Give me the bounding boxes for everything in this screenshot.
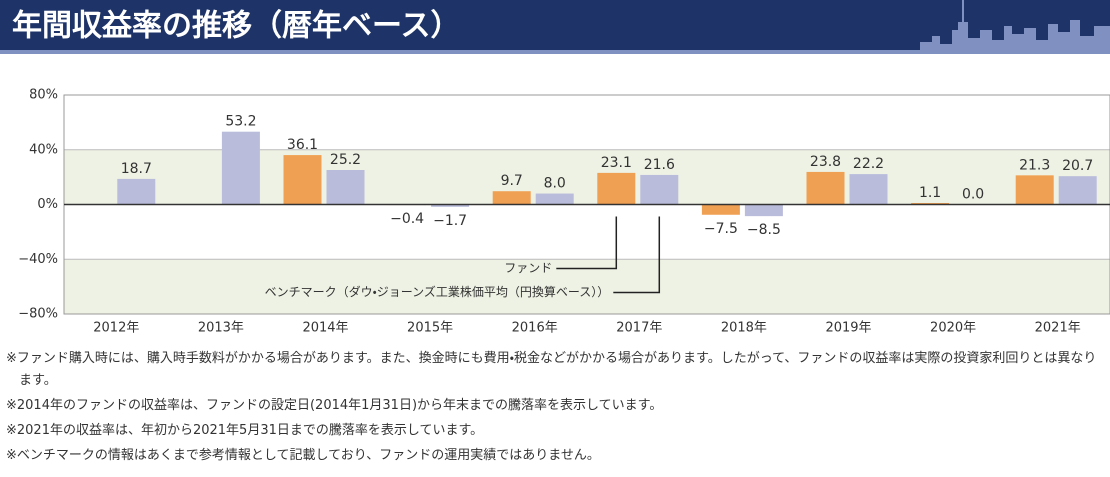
- value-label: −7.5: [704, 221, 738, 237]
- value-label: 22.2: [853, 156, 884, 172]
- value-label: 8.0: [544, 176, 566, 192]
- value-label: 21.3: [1019, 157, 1050, 173]
- value-label: 20.7: [1062, 158, 1093, 174]
- title-banner: 年間収益率の推移（暦年ベース）: [0, 0, 1110, 62]
- bar: [1016, 175, 1054, 204]
- x-tick-label: 2015年: [407, 321, 453, 336]
- x-tick-label: 2013年: [198, 321, 244, 336]
- x-tick-label: 2019年: [825, 321, 871, 336]
- value-label: 25.2: [330, 152, 361, 168]
- band-shade: [64, 150, 1110, 205]
- bar: [745, 205, 783, 217]
- body: 年間収益率の推移（暦年ベース） 80% 40% 0% −40% −80% 2012年 18.…: [0, 0, 1110, 477]
- bar: [117, 179, 155, 205]
- x-tick-label: 2017年: [616, 321, 662, 336]
- x-tick-label: 2016年: [512, 321, 558, 336]
- y-tick-label: 0%: [37, 197, 58, 212]
- value-label: −1.7: [433, 213, 467, 229]
- footnote: ※2014年のファンドの収益率は、ファンドの設定日(2014年1月31日)から年…: [6, 395, 1106, 417]
- bar: [1059, 176, 1097, 204]
- bar: [640, 175, 678, 205]
- chart-title: 年間収益率の推移（暦年ベース）: [12, 9, 461, 44]
- x-tick-label: 2014年: [302, 321, 348, 336]
- y-tick-label: 40%: [29, 142, 58, 157]
- bar: [702, 205, 740, 215]
- x-tick-label: 2018年: [721, 321, 767, 336]
- value-label: −8.5: [747, 222, 781, 238]
- bar: [327, 170, 365, 204]
- value-label: 1.1: [919, 185, 941, 201]
- bar: [493, 191, 531, 204]
- bar: [597, 173, 635, 205]
- y-tick-label: −40%: [18, 252, 58, 267]
- bar: [850, 174, 888, 204]
- value-label: 9.7: [501, 173, 523, 189]
- value-label: 0.0: [962, 187, 984, 203]
- legend-label: ファンド: [504, 261, 552, 275]
- footnote: ※2021年の収益率は、年初から2021年5月31日までの騰落率を表示しています…: [6, 420, 1106, 442]
- chart: 80% 40% 0% −40% −80% 2012年 18.7 2013年 53.2 2014年 3…: [0, 62, 1110, 348]
- value-label: 21.6: [644, 157, 675, 173]
- value-label: 18.7: [121, 161, 152, 177]
- value-label: 23.1: [601, 155, 632, 171]
- footnote: ※ベンチマークの情報はあくまで参考情報として記載しており、ファンドの運用実績では…: [6, 445, 1106, 467]
- notes: ※ファンド購入時には、購入時手数料がかかる場合があります。また、換金時にも費用・…: [6, 348, 1106, 470]
- value-label: 53.2: [225, 114, 256, 130]
- x-tick-label: 2021年: [1035, 321, 1081, 336]
- value-label: 23.8: [810, 154, 841, 170]
- value-label: 36.1: [287, 137, 318, 153]
- value-label: −0.4: [390, 211, 424, 227]
- bar: [222, 132, 260, 205]
- footnote: ※ファンド購入時には、購入時手数料がかかる場合があります。また、換金時にも費用・…: [6, 348, 1106, 392]
- y-tick-label: −80%: [18, 307, 58, 322]
- bar: [807, 172, 845, 205]
- x-tick-label: 2020年: [930, 321, 976, 336]
- legend-label: ベンチマーク（ダウ・ジョーンズ工業株価平均（円換算ベース））: [265, 284, 610, 299]
- page: {"title": "年間収益率の推移（暦年ベース）", "chart_data…: [0, 0, 1110, 477]
- x-tick-label: 2012年: [93, 321, 139, 336]
- bar: [536, 194, 574, 205]
- y-tick-label: 80%: [29, 88, 58, 103]
- bar: [284, 155, 322, 204]
